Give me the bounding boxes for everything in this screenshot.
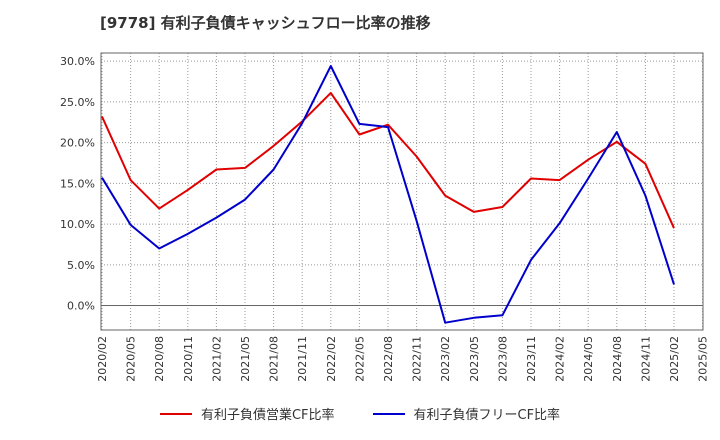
x-tick-label: 2021/11 bbox=[296, 336, 309, 382]
legend-item-free-cf: 有利子負債フリーCF比率 bbox=[372, 404, 561, 423]
x-tick-label: 2020/11 bbox=[182, 336, 195, 382]
plot-area bbox=[101, 53, 703, 330]
x-tick-label: 2023/02 bbox=[439, 336, 452, 382]
series-line-operating-cf bbox=[101, 91, 675, 229]
legend-swatch-red bbox=[159, 412, 192, 415]
x-tick-label: 2023/08 bbox=[496, 336, 509, 382]
x-tick-label: 2023/11 bbox=[525, 336, 538, 382]
legend-swatch-blue bbox=[372, 412, 405, 415]
x-tick-label: 2024/05 bbox=[582, 336, 595, 382]
legend-item-operating-cf: 有利子負債営業CF比率 bbox=[159, 404, 335, 423]
y-tick-label: 5.0% bbox=[67, 259, 95, 272]
x-tick-label: 2021/08 bbox=[268, 336, 281, 382]
x-tick-label: 2024/02 bbox=[554, 336, 567, 382]
x-tick-label: 2020/05 bbox=[125, 336, 138, 382]
legend-label-free-cf: 有利子負債フリーCF比率 bbox=[413, 408, 561, 423]
x-tick-label: 2024/08 bbox=[611, 336, 624, 382]
x-tick-label: 2022/02 bbox=[325, 336, 338, 382]
y-tick-label: 20.0% bbox=[60, 137, 95, 150]
x-tick-label: 2021/02 bbox=[210, 336, 223, 382]
x-tick-label: 2025/02 bbox=[668, 336, 681, 382]
x-tick-label: 2021/05 bbox=[239, 336, 252, 382]
x-tick-label: 2022/08 bbox=[382, 336, 395, 382]
plot-frame bbox=[100, 52, 704, 331]
x-tick-label: 2022/11 bbox=[411, 336, 424, 382]
x-tick-label: 2020/02 bbox=[96, 336, 109, 382]
x-tick-label: 2024/11 bbox=[639, 336, 652, 382]
x-tick-label: 2022/05 bbox=[353, 336, 366, 382]
x-tick-label: 2020/08 bbox=[153, 336, 166, 382]
y-tick-label: 25.0% bbox=[60, 96, 95, 109]
y-tick-label: 15.0% bbox=[60, 177, 95, 190]
y-tick-label: 30.0% bbox=[60, 55, 95, 68]
x-tick-label: 2025/05 bbox=[697, 336, 710, 382]
y-tick-label: 0.0% bbox=[67, 300, 95, 313]
chart-legend: 有利子負債営業CF比率 有利子負債フリーCF比率 bbox=[0, 404, 720, 423]
series-line-free-cf bbox=[101, 65, 675, 324]
x-tick-label: 2023/05 bbox=[468, 336, 481, 382]
legend-label-operating-cf: 有利子負債営業CF比率 bbox=[200, 408, 335, 423]
chart-title: [9778] 有利子負債キャッシュフロー比率の推移 bbox=[100, 14, 431, 32]
y-tick-label: 10.0% bbox=[60, 218, 95, 231]
